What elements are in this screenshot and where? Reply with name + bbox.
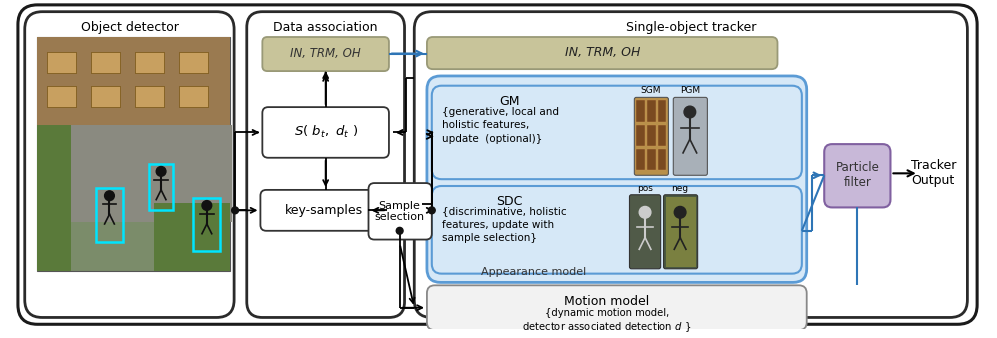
FancyBboxPatch shape [135, 86, 164, 107]
Circle shape [105, 191, 115, 201]
Text: PGM: PGM [680, 87, 700, 95]
FancyBboxPatch shape [427, 76, 807, 283]
FancyBboxPatch shape [262, 107, 389, 158]
Circle shape [231, 207, 238, 214]
FancyBboxPatch shape [38, 37, 230, 125]
FancyBboxPatch shape [825, 144, 890, 208]
FancyBboxPatch shape [647, 125, 656, 146]
Circle shape [202, 201, 211, 210]
Circle shape [639, 207, 651, 218]
FancyBboxPatch shape [247, 12, 405, 317]
FancyBboxPatch shape [18, 5, 977, 324]
Text: Particle
filter: Particle filter [835, 161, 879, 189]
FancyBboxPatch shape [91, 52, 121, 73]
Text: IN, TRM, OH: IN, TRM, OH [564, 46, 640, 59]
Text: {dynamic motion model,
detector associated detection $d$ }: {dynamic motion model, detector associat… [522, 308, 692, 334]
Text: Tracker
Output: Tracker Output [910, 159, 956, 187]
FancyBboxPatch shape [38, 37, 230, 271]
Text: SDC: SDC [497, 195, 522, 208]
Text: pos: pos [637, 184, 653, 193]
FancyBboxPatch shape [427, 37, 778, 69]
Text: Data association: Data association [273, 21, 378, 34]
FancyBboxPatch shape [629, 195, 661, 269]
Text: key-samples: key-samples [284, 204, 363, 217]
FancyBboxPatch shape [47, 86, 77, 107]
FancyBboxPatch shape [432, 186, 802, 274]
FancyBboxPatch shape [647, 149, 656, 170]
FancyBboxPatch shape [636, 125, 645, 146]
FancyBboxPatch shape [666, 197, 696, 267]
FancyBboxPatch shape [636, 100, 645, 122]
Text: Motion model: Motion model [564, 295, 650, 308]
FancyBboxPatch shape [260, 190, 387, 231]
FancyBboxPatch shape [636, 149, 645, 170]
Text: Sample
selection: Sample selection [375, 200, 425, 222]
FancyBboxPatch shape [91, 86, 121, 107]
Circle shape [396, 227, 403, 234]
FancyBboxPatch shape [25, 12, 234, 317]
FancyBboxPatch shape [658, 125, 666, 146]
FancyBboxPatch shape [38, 125, 72, 271]
FancyBboxPatch shape [432, 86, 802, 179]
Bar [193, 198, 220, 251]
Text: GM: GM [499, 95, 520, 108]
FancyBboxPatch shape [658, 149, 666, 170]
FancyBboxPatch shape [634, 97, 668, 175]
Bar [96, 188, 123, 242]
Text: neg: neg [672, 184, 689, 193]
FancyBboxPatch shape [415, 12, 967, 317]
Text: IN, TRM, OH: IN, TRM, OH [290, 47, 361, 60]
Text: Object detector: Object detector [81, 21, 178, 34]
Bar [150, 164, 172, 210]
Text: {generative, local and
holistic features,
update  (optional)}: {generative, local and holistic features… [442, 107, 558, 144]
Circle shape [684, 106, 696, 118]
Circle shape [674, 207, 686, 218]
FancyBboxPatch shape [664, 195, 698, 269]
FancyBboxPatch shape [67, 125, 232, 222]
FancyBboxPatch shape [155, 202, 230, 271]
Text: Single-object tracker: Single-object tracker [626, 21, 756, 34]
Text: Appearance model: Appearance model [482, 267, 586, 276]
Text: SGM: SGM [641, 87, 661, 95]
Circle shape [429, 207, 436, 214]
FancyBboxPatch shape [47, 52, 77, 73]
Text: $S(\ b_t,\ d_t\ )$: $S(\ b_t,\ d_t\ )$ [293, 124, 358, 141]
FancyBboxPatch shape [369, 183, 432, 240]
FancyBboxPatch shape [673, 97, 708, 175]
FancyBboxPatch shape [658, 100, 666, 122]
FancyBboxPatch shape [647, 100, 656, 122]
FancyBboxPatch shape [135, 52, 164, 73]
FancyBboxPatch shape [427, 285, 807, 330]
Text: {discriminative, holistic
features, update with
sample selection}: {discriminative, holistic features, upda… [442, 207, 566, 243]
FancyBboxPatch shape [178, 86, 207, 107]
FancyBboxPatch shape [178, 52, 207, 73]
Circle shape [157, 167, 166, 176]
FancyBboxPatch shape [262, 37, 389, 71]
